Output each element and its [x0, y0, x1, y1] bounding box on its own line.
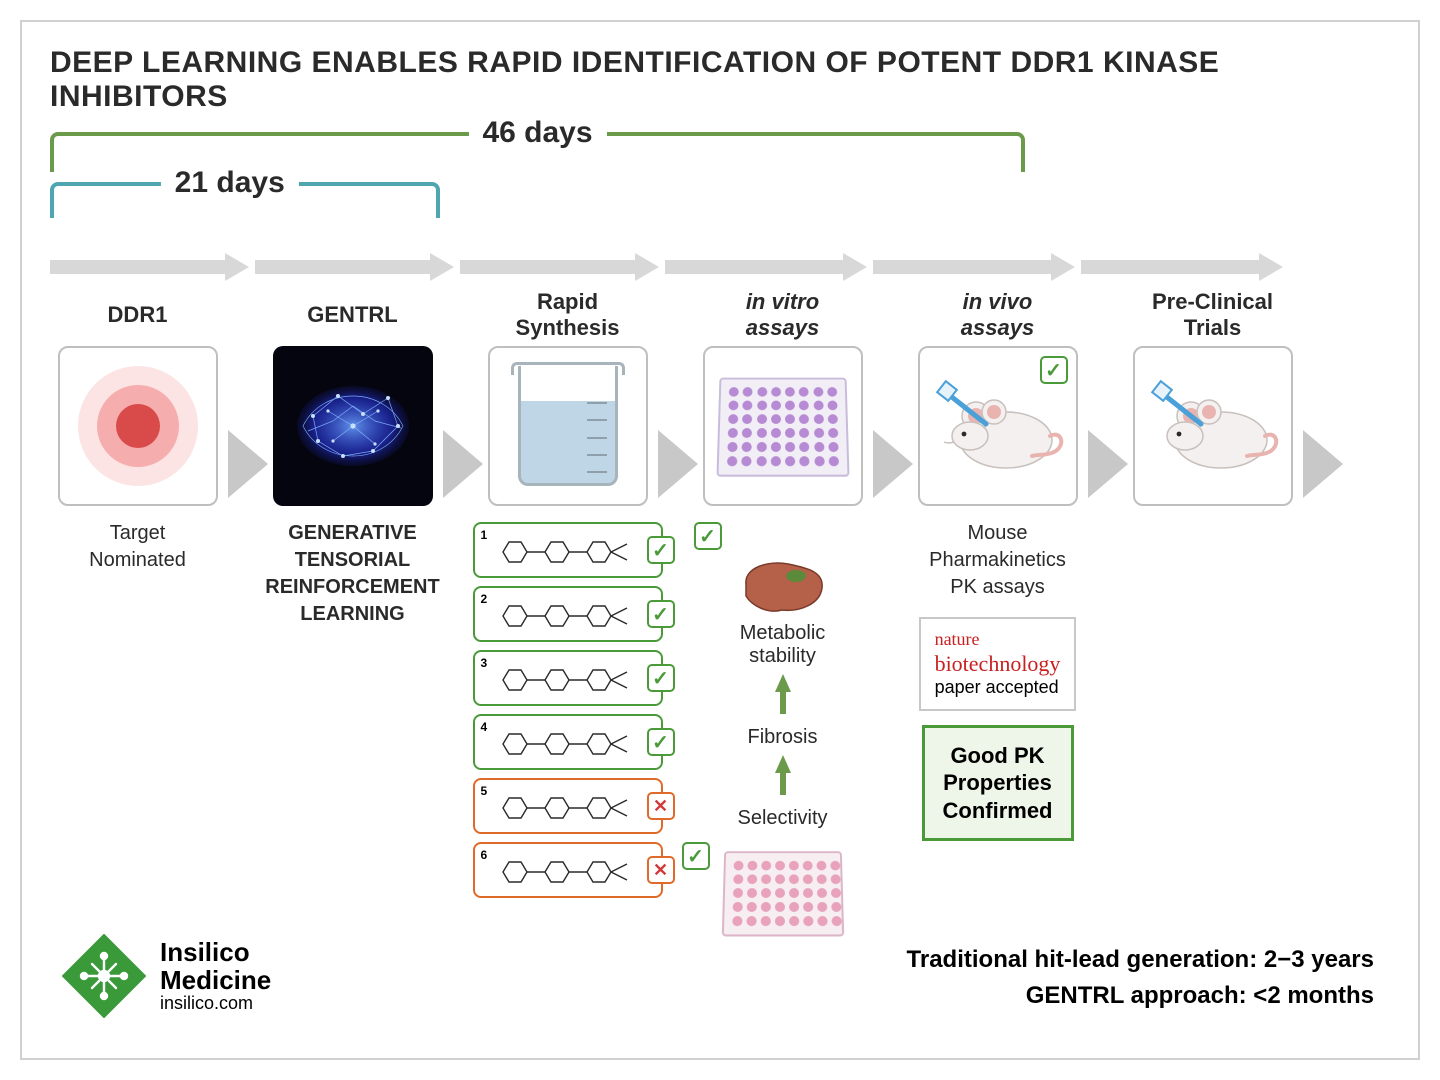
x-icon	[647, 856, 675, 884]
neural-brain-icon	[283, 356, 423, 496]
check-icon	[682, 842, 710, 870]
up-arrow-icon	[775, 674, 791, 692]
stage-label: DDR1	[108, 284, 168, 346]
stage-box-gentrl	[273, 346, 433, 506]
stage-in-vitro: in vitro assays Metabolic stability F	[695, 284, 870, 936]
stage-box-synthesis	[488, 346, 648, 506]
stage-arrow-icon	[228, 430, 268, 498]
compound-card: 4	[473, 714, 663, 770]
arrow-seg	[460, 260, 635, 274]
footer-line1: Traditional hit-lead generation: 2−3 yea…	[907, 942, 1374, 978]
stage-in-vivo: in vivo assays	[910, 284, 1085, 936]
target-rings-icon	[78, 366, 198, 486]
compound-card: 6	[473, 842, 663, 898]
stage-label: GENTRL	[307, 284, 397, 346]
compound-number: 5	[481, 784, 488, 798]
fibrosis-label: Fibrosis	[747, 726, 817, 749]
compound-number: 1	[481, 528, 488, 542]
check-icon	[647, 728, 675, 756]
nature-paper-box: nature biotechnology paper accepted	[919, 617, 1077, 711]
logo-url: insilico.com	[160, 994, 271, 1013]
stage-ddr1: DDR1 Target Nominated	[50, 284, 225, 936]
arrow-seg	[1081, 260, 1259, 274]
stage-box-ddr1	[58, 346, 218, 506]
check-icon	[647, 664, 675, 692]
liver-icon	[738, 556, 828, 616]
stage-arrow-icon	[443, 430, 483, 498]
wellplate-selectivity-icon	[721, 851, 843, 936]
compound-card: 1	[473, 522, 663, 578]
arrow-seg	[873, 260, 1051, 274]
molecule-icon	[491, 722, 641, 766]
timeline-brackets: 46 days 21 days	[50, 132, 1390, 252]
compound-number: 2	[481, 592, 488, 606]
logo-text: Insilico Medicine insilico.com	[160, 939, 271, 1012]
stage-box-in-vitro	[703, 346, 863, 506]
arrow-seg	[50, 260, 225, 274]
stage-label: Pre-Clinical Trials	[1152, 284, 1273, 346]
compound-number: 4	[481, 720, 488, 734]
check-icon	[647, 600, 675, 628]
x-icon	[647, 792, 675, 820]
infographic-frame: DEEP LEARNING ENABLES RAPID IDENTIFICATI…	[20, 20, 1420, 1060]
stage-arrow-icon	[873, 430, 913, 498]
molecule-icon	[491, 530, 641, 574]
stage-box-preclinical	[1133, 346, 1293, 506]
bracket-inner-label: 21 days	[161, 166, 299, 200]
stage-arrow-icon	[1303, 430, 1343, 498]
nature-label: nature	[935, 629, 1061, 651]
stage-label: in vivo assays	[961, 284, 1034, 346]
compound-card: 3	[473, 650, 663, 706]
stages-row: DDR1 Target Nominated GENTRL	[50, 284, 1390, 936]
arrow-seg	[665, 260, 843, 274]
stage-caption: GENERATIVE TENSORIAL REINFORCEMENT LEARN…	[265, 520, 439, 628]
selectivity-label: Selectivity	[737, 807, 827, 830]
check-icon	[647, 536, 675, 564]
mouse-icon	[928, 376, 1068, 476]
paper-status: paper accepted	[935, 677, 1061, 699]
arrow-seg	[255, 260, 430, 274]
main-title: DEEP LEARNING ENABLES RAPID IDENTIFICATI…	[50, 46, 1390, 114]
biotech-label: biotechnology	[935, 651, 1061, 677]
check-icon	[694, 522, 722, 550]
logo-name2: Medicine	[160, 967, 271, 994]
logo-block: Insilico Medicine insilico.com	[62, 934, 271, 1018]
in-vitro-column: Metabolic stability Fibrosis Selectivity	[688, 522, 878, 936]
check-icon	[1040, 356, 1068, 384]
up-arrow-icon	[775, 755, 791, 773]
wellplate-icon	[716, 378, 849, 477]
insilico-logo-icon	[62, 934, 146, 1018]
compound-list: 1 2 3 4 5 6	[473, 522, 663, 898]
stage-synthesis: Rapid Synthesis 1 2 3 4 5 6	[480, 284, 655, 936]
molecule-icon	[491, 786, 641, 830]
compound-card: 2	[473, 586, 663, 642]
logo-name1: Insilico	[160, 939, 271, 966]
molecule-icon	[491, 658, 641, 702]
beaker-icon	[518, 366, 618, 486]
footer-line2: GENTRL approach: <2 months	[907, 978, 1374, 1014]
bracket-21-days: 21 days	[50, 182, 440, 218]
footer-comparison: Traditional hit-lead generation: 2−3 yea…	[907, 942, 1374, 1014]
bracket-outer-label: 46 days	[468, 116, 606, 150]
stage-arrow-icon	[1088, 430, 1128, 498]
stage-gentrl: GENTRL	[265, 284, 440, 936]
stage-caption: Mouse Pharmakinetics PK assays	[929, 520, 1066, 601]
stage-preclinical: Pre-Clinical Trials	[1125, 284, 1300, 936]
compound-number: 6	[481, 848, 488, 862]
stage-caption: Target Nominated	[89, 520, 186, 574]
compound-card: 5	[473, 778, 663, 834]
metabolic-label: Metabolic stability	[740, 622, 826, 668]
timeline-arrow-row	[50, 258, 1390, 276]
molecule-icon	[491, 850, 641, 894]
stage-arrow-icon	[658, 430, 698, 498]
pk-confirmed-box: Good PK Properties Confirmed	[922, 725, 1074, 842]
compound-number: 3	[481, 656, 488, 670]
in-vivo-column: nature biotechnology paper accepted Good…	[898, 617, 1098, 841]
mouse-icon	[1143, 376, 1283, 476]
stage-label: Rapid Synthesis	[516, 284, 620, 346]
stage-label: in vitro assays	[746, 284, 819, 346]
stage-box-in-vivo	[918, 346, 1078, 506]
molecule-icon	[491, 594, 641, 638]
